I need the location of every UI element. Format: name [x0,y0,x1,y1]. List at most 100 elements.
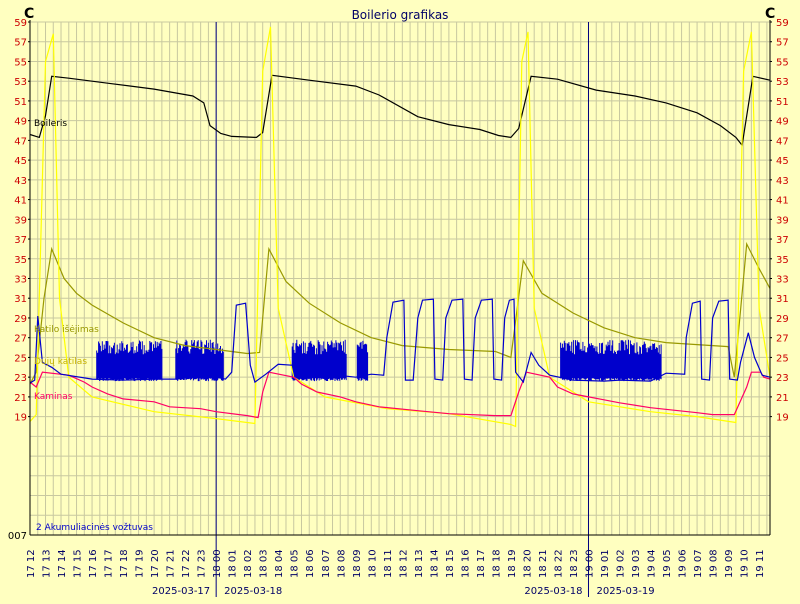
date-label: 2025-03-18 [524,586,582,597]
y-tick-label-right: 53 [776,77,789,88]
y-tick-label-right: 45 [776,156,789,167]
x-tick-label: 19 06 [678,549,689,578]
series-line-2-akumuliacin-s-vo-tuvas [29,298,771,384]
y-tick-label-right: 23 [776,373,789,384]
y-tick-label-right: 47 [776,136,789,147]
y-tick-label-right: 19 [776,413,789,424]
y-tick-label-right: 39 [776,215,789,226]
x-tick-label: 17 22 [181,549,192,578]
y-tick-label-left: 57 [14,38,27,49]
series-line-boileris [29,74,771,147]
x-tick-label: 19 02 [616,549,627,578]
series-label-boileris: Boileris [34,119,67,129]
x-tick-label: 19 11 [755,549,766,578]
x-tick-label: 17 23 [197,549,208,578]
x-tick-label: 18 05 [290,549,301,578]
x-tick-label: 17 14 [57,549,68,578]
y-tick-label-left: 41 [14,196,27,207]
x-tick-label: 19 10 [740,549,751,578]
x-tick-label: 19 04 [647,549,658,578]
x-tick-label: 18 21 [538,549,549,578]
y-tick-label-left: 49 [14,117,27,128]
series-line-katilo-i-jimas [29,241,771,385]
x-tick-label: 18 15 [445,549,456,578]
x-tick-label: 18 08 [336,549,347,578]
series-lines [29,26,771,428]
valve-oscillation-burst [560,339,662,382]
y-tick-label-left: 25 [14,353,27,364]
y-tick-label-right: 35 [776,255,789,266]
x-tick-label: 19 05 [662,549,673,578]
x-tick-label: 17 17 [104,549,115,578]
x-tick-label: 17 20 [150,549,161,578]
y-tick-label-right: 33 [776,275,789,286]
x-tick-label: 18 07 [321,549,332,578]
y-tick-label-left: 29 [14,314,27,325]
y-tick-label-left: 35 [14,255,27,266]
date-label: 2025-03-17 [152,586,210,597]
y-tick-label-left: 53 [14,77,27,88]
x-tick-label: 17 21 [166,549,177,578]
y-tick-label-right: 57 [776,38,789,49]
y-tick-label-right: 27 [776,334,789,345]
y-tick-label-left: 21 [14,393,27,404]
chart-title: Boilerio grafikas [352,8,449,22]
x-tick-label: 17 18 [119,549,130,578]
x-tick-label: 18 02 [243,549,254,578]
x-tick-labels: 17 12 17 13 17 14 17 15 17 16 17 17 17 18 17 19… [26,549,766,578]
x-tick-label: 19 07 [693,549,704,578]
y-tick-labels: 59 59 57 57 55 55 53 53 51 51 49 49 47 47 45 45 43 43 41 41… [14,18,788,424]
valve-oscillation-burst [96,340,163,382]
x-tick-label: 18 18 [491,549,502,578]
y-tick-label-left: 23 [14,373,27,384]
y-tick-label-right: 21 [776,393,789,404]
x-tick-label: 18 16 [460,549,471,578]
x-tick-label: 18 20 [522,549,533,578]
x-tick-label: 18 14 [429,549,440,578]
x-tick-label: 18 19 [507,549,518,578]
series-label-kaminas: Kaminas [34,392,73,402]
x-tick-label: 18 17 [476,549,487,578]
date-labels: 2025-03-17 2025-03-18 2025-03-18 2025-03-19 [152,586,655,597]
y-tick-label-left: 27 [14,334,27,345]
y-tick-label-left: 39 [14,215,27,226]
y-tick-label-left: 31 [14,294,27,305]
series-line-duj-katilas [29,26,771,428]
y-tick-label-right: 41 [776,196,789,207]
x-tick-label: 19 00 [584,549,595,578]
unit-right: C [765,6,775,22]
y-tick-label-left: 47 [14,136,27,147]
y-tick-label-right: 55 [776,57,789,68]
x-tick-label: 18 06 [305,549,316,578]
x-tick-label: 19 09 [724,549,735,578]
x-tick-label: 19 01 [600,549,611,578]
x-tick-label: 17 19 [135,549,146,578]
series-line-kaminas [29,371,771,419]
y-tick-label-left: 59 [14,18,27,29]
valve-oscillation-burst [175,339,224,382]
y-tick-label-right: 31 [776,294,789,305]
x-tick-label: 18 12 [398,549,409,578]
y-tick-label-left: 51 [14,97,27,108]
y-tick-label-right: 29 [776,314,789,325]
x-tick-label: 17 13 [42,549,53,578]
y-tick-label-right: 51 [776,97,789,108]
y-tick-label-left: 37 [14,235,27,246]
x-tick-label: 17 15 [73,549,84,578]
y-tick-label-left: 43 [14,176,27,187]
series-label-katilo-i-jimas: Katilo išėjimas [34,324,99,335]
y-tick-label-right: 25 [776,353,789,364]
valve-oscillation-burst [291,339,347,382]
y-tick-label-left: 45 [14,156,27,167]
unit-left: C [24,6,34,22]
series-label-duj-katilas: Dujų katilas [34,357,87,367]
series-label-2-akumuliacin-s-vo-tuvas: 2 Akumuliacinės vožtuvas [36,523,153,533]
x-tick-label: 18 03 [259,549,270,578]
axes [29,20,771,536]
x-tick-label: 18 09 [352,549,363,578]
y-tick-label-right: 59 [776,18,789,29]
x-tick-label: 18 10 [367,549,378,578]
